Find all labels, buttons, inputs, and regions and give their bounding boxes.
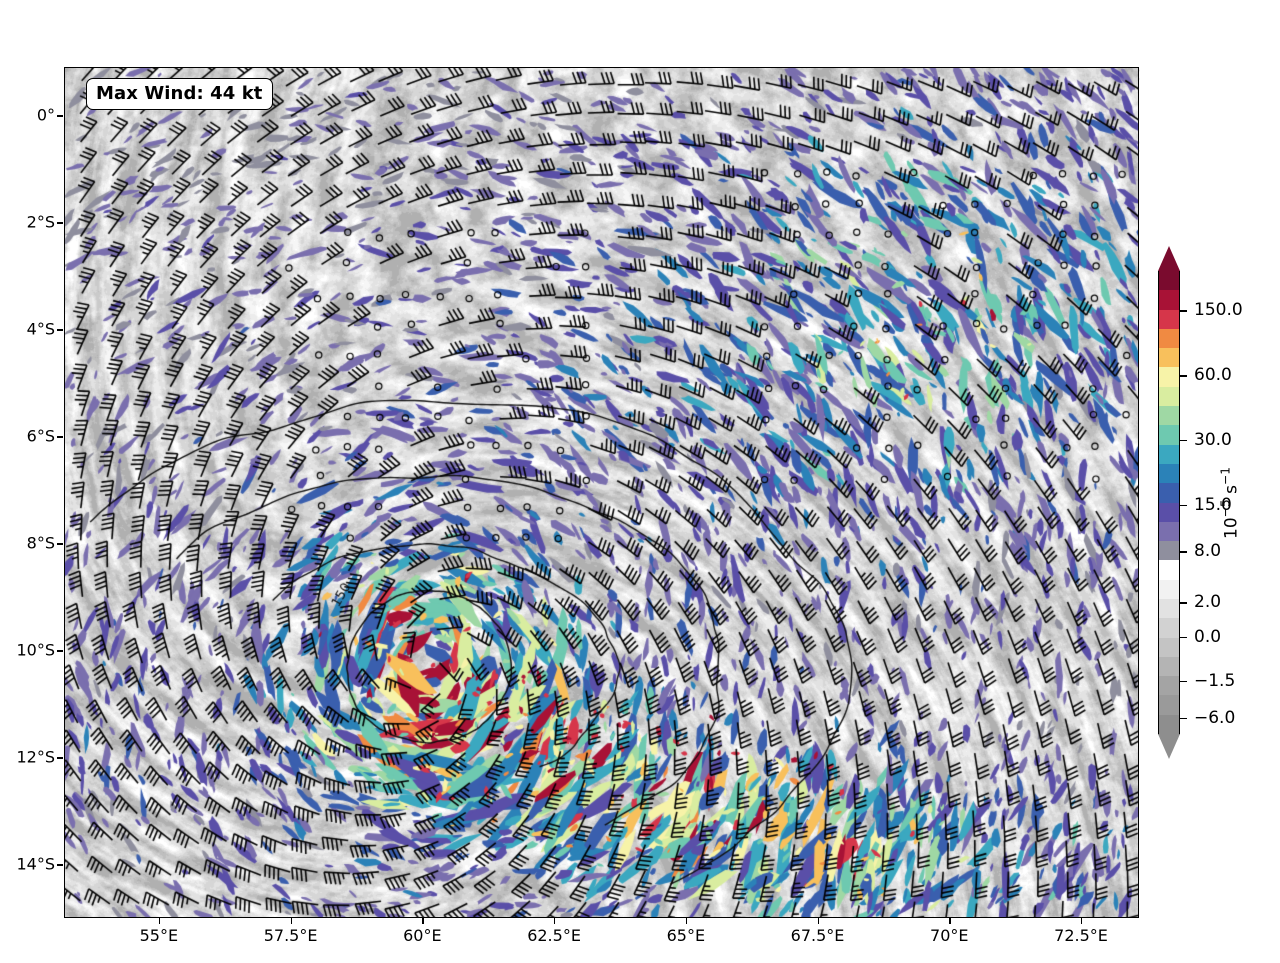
colorbar-band (1158, 521, 1180, 542)
colorbar-band (1158, 695, 1180, 716)
y-tick-mark (57, 222, 63, 224)
colorbar-band (1158, 560, 1180, 581)
x-tick-mark (949, 918, 951, 924)
x-tick-mark (554, 918, 556, 924)
colorbar-band (1158, 656, 1180, 677)
colorbar-tick-mark (1180, 680, 1187, 683)
y-tick-label: 14°S (16, 854, 55, 874)
y-tick-mark (57, 115, 63, 117)
x-tick-label: 72.5°E (1054, 926, 1108, 945)
colorbar-band (1158, 328, 1180, 349)
x-tick-mark (290, 918, 292, 924)
colorbar-tick-label: 15.0 (1194, 494, 1232, 515)
colorbar-tick-mark (1180, 602, 1187, 604)
colorbar-tick-label: −6.0 (1194, 707, 1236, 728)
colorbar-tick-label: 30.0 (1194, 429, 1232, 450)
x-tick-mark (685, 918, 688, 924)
y-tick-label: 2°S (26, 212, 55, 232)
x-tick-label: 57.5°E (263, 926, 318, 945)
colorbar-extend-top (1158, 246, 1180, 271)
y-tick-mark (57, 757, 63, 759)
colorbar-band (1158, 598, 1180, 619)
colorbar-band (1158, 425, 1180, 446)
colorbar-band (1158, 502, 1180, 523)
colorbar-tick-mark (1180, 504, 1187, 507)
colorbar-band (1158, 406, 1180, 426)
colorbar-band (1158, 618, 1180, 639)
colorbar-tick-mark (1180, 310, 1187, 312)
colorbar-band (1158, 386, 1180, 407)
colorbar-tick-label: 150.0 (1194, 300, 1243, 321)
colorbar-band (1158, 271, 1180, 291)
colorbar-tick-mark (1180, 551, 1187, 553)
colorbar-tick-label: −1.5 (1194, 670, 1236, 691)
colorbar-tick-label: 60.0 (1194, 365, 1232, 386)
colorbar-band (1158, 290, 1180, 311)
y-tick-label: 8°S (26, 533, 55, 553)
x-tick-mark (817, 918, 819, 924)
colorbar-band (1158, 463, 1180, 484)
colorbar-band (1158, 714, 1180, 735)
x-tick-mark (422, 918, 424, 924)
colorbar-band (1158, 444, 1180, 465)
max-wind-annotation: Max Wind: 44 kt (86, 78, 273, 110)
y-tick-label: 10°S (16, 640, 55, 660)
x-tick-mark (1081, 918, 1083, 924)
y-tick-label: 6°S (26, 426, 55, 446)
colorbar-tick-label: 0.0 (1194, 626, 1222, 647)
colorbar-tick-mark (1180, 375, 1187, 377)
colorbar-tick-mark (1180, 636, 1187, 639)
y-tick-mark (57, 650, 63, 652)
y-tick-label: 12°S (16, 747, 55, 767)
colorbar-band (1158, 309, 1180, 330)
colorbar-extend-bottom (1158, 734, 1180, 759)
map-plot-area (64, 67, 1139, 918)
y-tick-mark (57, 543, 63, 545)
x-tick-label: 65°E (666, 926, 706, 945)
x-tick-label: 67.5°E (790, 926, 845, 945)
y-tick-mark (57, 436, 63, 438)
y-tick-label: 4°S (26, 319, 55, 339)
colorbar-band (1158, 579, 1180, 600)
colorbar-band (1158, 541, 1180, 561)
y-tick-mark (57, 329, 63, 331)
colorbar-tick-label: 2.0 (1194, 592, 1222, 613)
colorbar-band (1158, 676, 1180, 697)
colorbar-axis-label: 10−5 s−1 (1218, 467, 1242, 539)
y-tick-label: 0° (36, 105, 55, 125)
vorticity-wind-map (65, 68, 1138, 917)
colorbar-tick-mark (1180, 717, 1187, 720)
x-tick-label: 62.5°E (527, 926, 581, 945)
colorbar-band (1158, 637, 1180, 658)
x-tick-label: 55°E (139, 926, 179, 945)
colorbar-tick-label: 8.0 (1194, 541, 1222, 562)
colorbar-band (1158, 348, 1180, 369)
x-tick-label: 60°E (403, 926, 442, 945)
colorbar-bands (1158, 271, 1180, 735)
y-tick-mark (57, 864, 63, 866)
colorbar-tick-mark (1180, 439, 1187, 442)
x-tick-label: 70°E (930, 926, 969, 945)
colorbar-band (1158, 367, 1180, 388)
x-tick-mark (158, 918, 161, 924)
colorbar-band (1158, 483, 1180, 504)
